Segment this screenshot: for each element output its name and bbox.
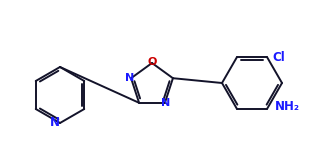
- Text: O: O: [147, 57, 157, 67]
- Text: N: N: [125, 73, 135, 83]
- Text: NH₂: NH₂: [275, 100, 300, 114]
- Text: Cl: Cl: [272, 51, 285, 64]
- Text: N: N: [50, 116, 60, 129]
- Text: N: N: [161, 98, 171, 108]
